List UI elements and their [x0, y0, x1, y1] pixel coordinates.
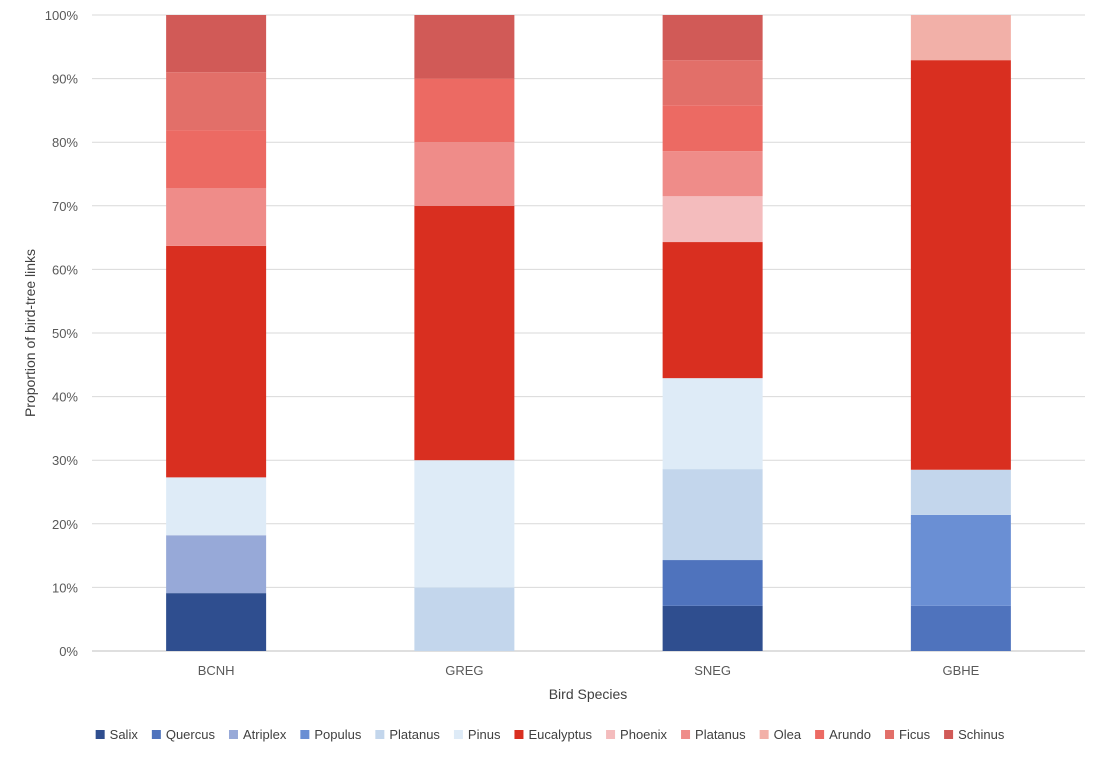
bar-segment [166, 593, 267, 651]
bar-segment [662, 196, 763, 243]
bar-segment [662, 605, 763, 651]
legend-swatch [885, 730, 895, 739]
x-tick-label: BCNH [198, 663, 235, 678]
y-tick-label: 90% [52, 72, 78, 87]
bar-segment [662, 242, 763, 379]
bar-segment [166, 535, 267, 594]
legend-item: Populus [300, 727, 362, 742]
bar-segment [662, 15, 763, 61]
bar-segment [166, 72, 267, 131]
axes: 0% 10% 20% 30% 40% 50% 60% 70% 80% 90% 100% BCNH GRE… [45, 8, 980, 678]
y-tick-label: 10% [52, 580, 78, 595]
bar-segment [166, 130, 267, 188]
legend-label: Pinus [468, 727, 501, 742]
bar-segment [166, 187, 267, 246]
legend-label: Arundo [829, 727, 871, 742]
bar-segment [910, 469, 1011, 515]
legend-label: Quercus [166, 727, 216, 742]
legend-swatch [300, 730, 310, 739]
bar-segment [662, 60, 763, 106]
bar-segment [414, 78, 515, 143]
legend-label: Platanus [389, 727, 440, 742]
legend-swatch [151, 730, 161, 739]
legend-swatch [759, 730, 769, 739]
bar-segment [910, 15, 1011, 61]
y-tick-label: 80% [52, 135, 78, 150]
bar-segment [414, 142, 515, 206]
bar-segment [662, 469, 763, 561]
y-tick-label: 40% [52, 390, 78, 405]
bars [166, 15, 1011, 651]
legend-swatch [228, 730, 238, 739]
legend-item: Pinus [453, 727, 501, 742]
legend-label: Atriplex [243, 727, 287, 742]
bar-segment [662, 378, 763, 470]
x-axis-title: Bird Species [549, 686, 628, 702]
bar-segment [166, 477, 267, 536]
x-tick-label: SNEG [694, 663, 731, 678]
legend-swatch [606, 730, 616, 739]
x-tick-label: GREG [445, 663, 483, 678]
bar-segment [414, 460, 515, 588]
legend-swatch [815, 730, 825, 739]
legend: Salix Quercus Atriplex Populus Platanus Pinus… [95, 727, 1005, 742]
y-tick-label: 70% [52, 199, 78, 214]
legend-item: Eucalyptus [514, 727, 593, 742]
legend-swatch [944, 730, 954, 739]
legend-label: Ficus [899, 727, 931, 742]
bar-segment [414, 205, 515, 461]
bar-segment [910, 60, 1011, 470]
legend-item: Ficus [885, 727, 931, 742]
bar-segment [910, 514, 1011, 606]
legend-item: Platanus [681, 727, 746, 742]
bar-segment [414, 15, 515, 79]
legend-swatch [681, 730, 691, 739]
legend-item: Olea [759, 727, 802, 742]
legend-label: Olea [774, 727, 802, 742]
legend-label: Populus [314, 727, 361, 742]
bar-segment [662, 560, 763, 606]
y-tick-label: 100% [45, 8, 79, 23]
legend-swatch [375, 730, 385, 739]
bar-segment [166, 245, 267, 478]
bar-segment [662, 105, 763, 152]
y-tick-label: 20% [52, 517, 78, 532]
legend-swatch [95, 730, 105, 739]
legend-item: Schinus [944, 727, 1005, 742]
y-tick-label: 60% [52, 262, 78, 277]
legend-label: Salix [110, 727, 139, 742]
bar-segment [414, 587, 515, 651]
legend-item: Atriplex [228, 727, 287, 742]
legend-label: Schinus [958, 727, 1005, 742]
x-tick-label: GBHE [942, 663, 979, 678]
legend-item: Arundo [815, 727, 871, 742]
legend-label: Platanus [695, 727, 746, 742]
bar-segment [910, 605, 1011, 651]
legend-item: Salix [95, 727, 139, 742]
legend-item: Phoenix [606, 727, 668, 742]
legend-swatch [514, 730, 524, 739]
legend-label: Phoenix [620, 727, 667, 742]
legend-item: Quercus [151, 727, 216, 742]
y-axis-title: Proportion of bird-tree links [22, 249, 38, 417]
legend-item: Platanus [375, 727, 440, 742]
bar-segment [662, 151, 763, 197]
bar-segment [166, 15, 267, 73]
y-tick-label: 0% [59, 644, 78, 659]
y-tick-label: 50% [52, 326, 78, 341]
legend-label: Eucalyptus [528, 727, 592, 742]
legend-swatch [453, 730, 463, 739]
y-tick-label: 30% [52, 453, 78, 468]
